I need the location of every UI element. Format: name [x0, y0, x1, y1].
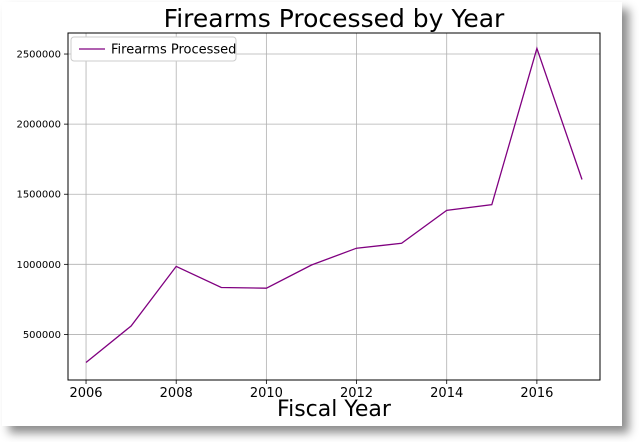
- y-tick-label: 1500000: [16, 190, 61, 201]
- x-axis-label: Fiscal Year: [277, 397, 392, 422]
- plot-frame: [67, 32, 601, 381]
- legend-label: Firearms Processed: [111, 43, 236, 58]
- x-tick-label: 2006: [69, 386, 102, 401]
- y-tick-label: 2500000: [16, 50, 61, 61]
- legend-box: [70, 36, 237, 62]
- y-axis-ticks: 500000 1000000 1500000 2000000 2500000: [16, 50, 68, 341]
- x-tick-label: 2008: [160, 386, 193, 401]
- x-tick-label: 2012: [340, 386, 373, 401]
- y-tick-label: 1000000: [16, 260, 61, 271]
- legend: Firearms Processed: [70, 36, 237, 62]
- x-tick-label: 2016: [520, 386, 553, 401]
- grid-lines: [68, 33, 600, 380]
- x-axis-ticks: 2006 2008 2010 2012 2014 2016: [69, 380, 553, 401]
- y-tick-label: 2000000: [16, 120, 61, 131]
- x-tick-label: 2014: [430, 386, 463, 401]
- data-points: [86, 48, 582, 362]
- series-line-firearms-processed: [85, 46, 583, 364]
- x-tick-label: 2010: [250, 386, 283, 401]
- chart-title: Firearms Processed by Year: [164, 4, 505, 33]
- plot-area: 2006 2008 2010 2012 2014 2016 500000 1000000 15…: [16, 32, 601, 401]
- y-tick-label: 500000: [23, 330, 61, 341]
- chart-card: [2, 2, 622, 426]
